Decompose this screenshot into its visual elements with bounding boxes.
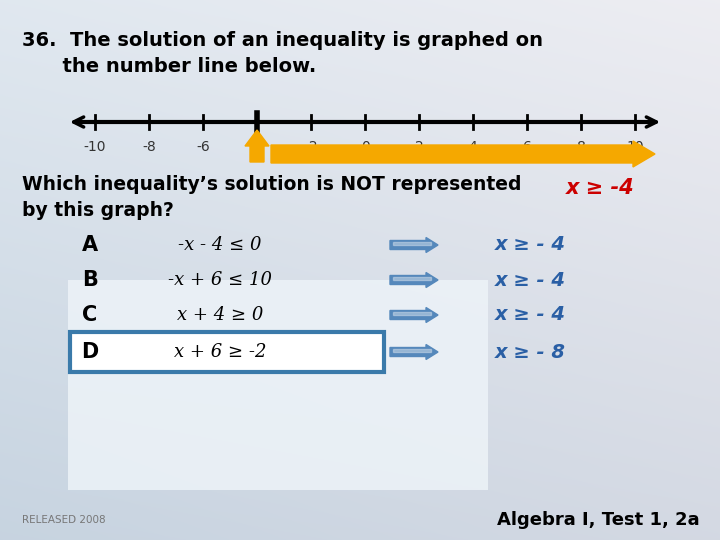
Text: Which inequality’s solution is NOT represented: Which inequality’s solution is NOT repre…	[22, 176, 521, 194]
Text: A: A	[82, 235, 98, 255]
FancyArrow shape	[393, 241, 431, 245]
Text: 10: 10	[626, 140, 644, 154]
Text: x ≥ - 4: x ≥ - 4	[495, 306, 565, 325]
Text: 8: 8	[577, 140, 585, 154]
FancyBboxPatch shape	[68, 280, 488, 490]
Text: C: C	[82, 305, 98, 325]
Text: -10: -10	[84, 140, 107, 154]
Text: 2: 2	[415, 140, 423, 154]
Text: x ≥ - 4: x ≥ - 4	[495, 235, 565, 254]
FancyArrow shape	[245, 130, 269, 162]
Text: B: B	[82, 270, 98, 290]
Text: RELEASED 2008: RELEASED 2008	[22, 515, 106, 525]
Text: x + 6 ≥ -2: x + 6 ≥ -2	[174, 343, 266, 361]
Text: 6: 6	[523, 140, 531, 154]
FancyArrow shape	[390, 307, 438, 322]
Text: x ≥ - 4: x ≥ - 4	[495, 271, 565, 289]
Text: x ≥ - 8: x ≥ - 8	[495, 342, 565, 361]
FancyArrow shape	[393, 312, 431, 314]
FancyBboxPatch shape	[70, 332, 384, 372]
Text: 0: 0	[361, 140, 369, 154]
Text: -4: -4	[250, 140, 264, 154]
Text: x + 4 ≥ 0: x + 4 ≥ 0	[177, 306, 264, 324]
Text: -8: -8	[142, 140, 156, 154]
FancyArrow shape	[390, 238, 438, 253]
Text: -2: -2	[304, 140, 318, 154]
Text: by this graph?: by this graph?	[22, 200, 174, 219]
FancyArrow shape	[393, 348, 431, 352]
Text: -x - 4 ≤ 0: -x - 4 ≤ 0	[179, 236, 262, 254]
Text: -x + 6 ≤ 10: -x + 6 ≤ 10	[168, 271, 272, 289]
FancyArrow shape	[390, 345, 438, 360]
Text: 4: 4	[469, 140, 477, 154]
Text: -6: -6	[196, 140, 210, 154]
Text: 36.  The solution of an inequality is graphed on: 36. The solution of an inequality is gra…	[22, 30, 543, 50]
FancyArrow shape	[393, 276, 431, 280]
FancyArrow shape	[390, 273, 438, 287]
Text: D: D	[81, 342, 99, 362]
Text: Algebra I, Test 1, 2a: Algebra I, Test 1, 2a	[498, 511, 700, 529]
FancyArrow shape	[271, 141, 655, 167]
Text: x ≥ -4: x ≥ -4	[566, 178, 634, 198]
Text: the number line below.: the number line below.	[22, 57, 316, 76]
